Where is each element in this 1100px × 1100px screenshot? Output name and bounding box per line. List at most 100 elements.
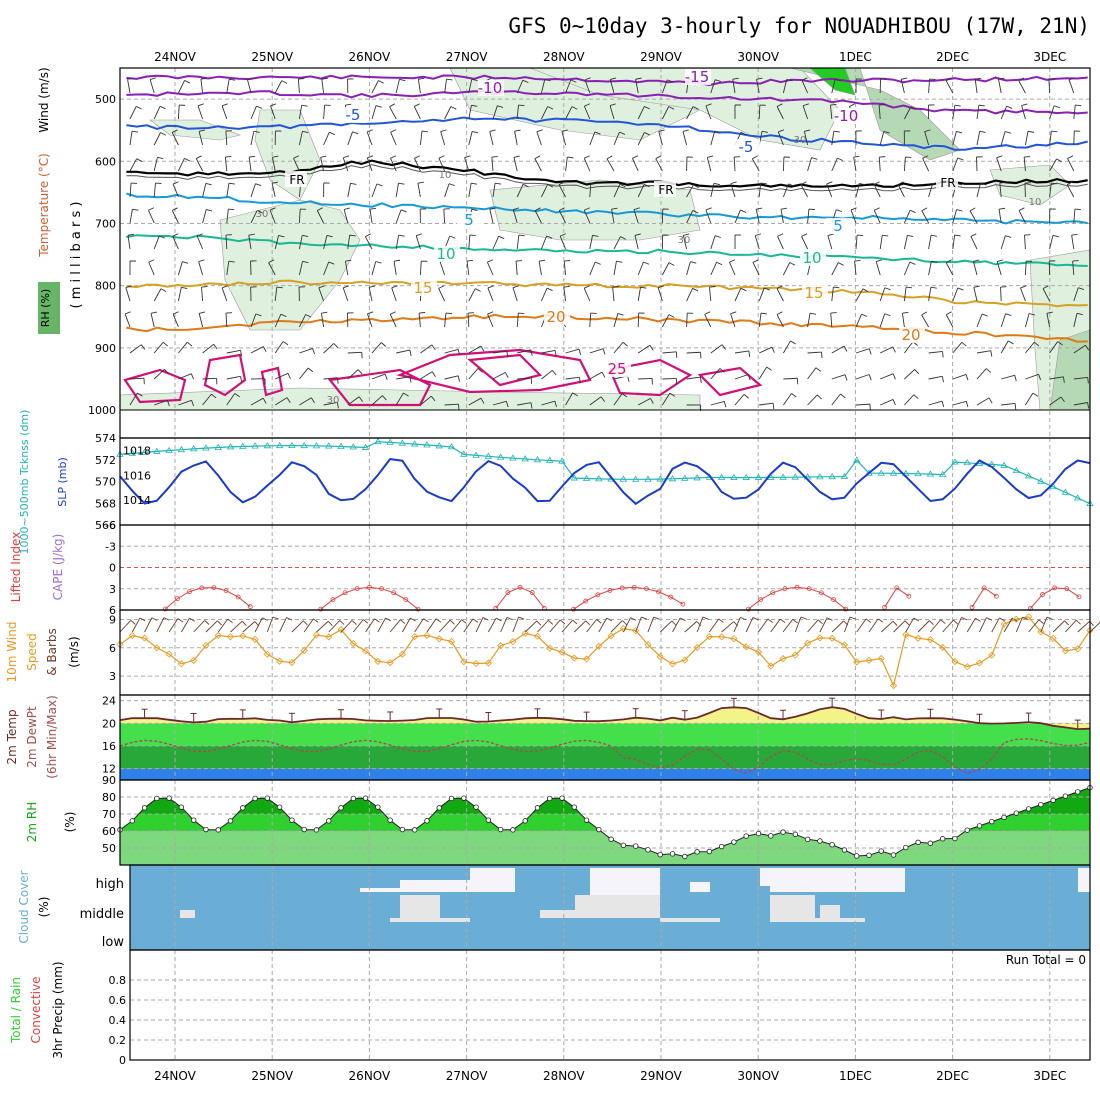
wind10m-barb <box>807 619 819 633</box>
upper-wind-barb <box>759 346 773 354</box>
precip-ytick-label: 0.4 <box>109 1014 127 1027</box>
upper-wind-barb-flag <box>811 157 818 160</box>
upper-wind-barb <box>177 158 185 172</box>
upper-wind-barb <box>589 261 596 276</box>
upper-wind-barb <box>758 287 765 302</box>
upper-wind-barb <box>807 394 818 406</box>
upper-wind-barb <box>468 105 472 120</box>
li-ytick-label: -6 <box>105 519 116 532</box>
bottom-date-label: 30NOV <box>737 1069 779 1083</box>
wind10m-barb-flag <box>572 619 578 625</box>
rh2m-point <box>362 795 369 801</box>
upper-wind-barb <box>710 131 716 146</box>
temp-contour-25 <box>396 348 592 394</box>
upper-wind-barb-flag <box>357 369 363 375</box>
upper-wind-barb <box>250 105 257 120</box>
upper-wind-barb-flag <box>634 233 641 236</box>
upper-wind-barb <box>807 209 810 224</box>
rh2m-point <box>682 853 688 860</box>
upper-wind-barb-flag <box>518 104 525 107</box>
upper-wind-barb <box>782 79 788 94</box>
wind-speed-point <box>889 681 898 690</box>
upper-wind-barb-flag <box>579 377 581 384</box>
wind-speed-point <box>865 656 873 664</box>
upper-wind-barb <box>514 131 518 146</box>
upper-wind-barb <box>606 158 615 172</box>
lifted-index-point <box>882 604 887 610</box>
upper-wind-barb <box>1049 376 1064 380</box>
upper-wind-barb-flag <box>182 261 189 264</box>
cloud-high-patch <box>360 888 400 892</box>
wind-speed-point <box>730 635 738 643</box>
upper-wind-barb-flag <box>946 311 952 316</box>
wind10m-barb-flag <box>817 619 823 625</box>
wind-speed-point <box>276 657 284 665</box>
upper-wind-barb-flag <box>326 234 333 238</box>
lifted-index-point <box>1076 594 1082 600</box>
wind10m-barb <box>524 620 538 633</box>
wind-speed-point <box>583 655 591 663</box>
upper-wind-barb-flag <box>909 209 916 214</box>
axis-title: Cloud Cover <box>17 870 31 943</box>
axis-title: 10m Wind <box>5 622 19 683</box>
upper-wind-barb <box>976 105 980 120</box>
upper-wind-barb <box>928 400 943 406</box>
upper-wind-barb <box>1000 340 1009 354</box>
thickness-point <box>840 472 849 479</box>
upper-wind-barb <box>928 287 932 302</box>
upper-wind-barb <box>952 131 957 146</box>
upper-wind-barb-flag <box>730 311 737 315</box>
upper-wind-barb-flag <box>211 393 217 399</box>
upper-wind-barb <box>153 235 160 250</box>
upper-wind-barb-flag <box>522 183 529 188</box>
contour-label: FR <box>289 173 304 187</box>
upper-wind-barb <box>637 132 645 146</box>
wind-speed-point <box>632 627 640 635</box>
thickness-point <box>275 441 284 449</box>
upper-wind-barb-flag <box>375 105 382 108</box>
upper-wind-barb <box>583 105 591 120</box>
upper-wind-barb-flag <box>320 155 327 158</box>
contour-label-bg <box>285 171 307 187</box>
temp2m-ytick-label: 16 <box>102 740 116 753</box>
thickness-point <box>779 473 787 480</box>
rh-shade-region <box>529 67 841 151</box>
wind-speed-point <box>423 631 431 639</box>
thickness-point <box>963 458 971 466</box>
li-ytick-label: 6 <box>109 604 116 617</box>
upper-wind-barb <box>613 184 621 198</box>
upper-wind-barb <box>831 345 845 354</box>
rh2m-point <box>338 805 344 811</box>
upper-wind-barb <box>275 372 289 380</box>
upper-wind-barb <box>369 209 373 224</box>
upper-wind-barb <box>783 393 792 406</box>
upper-wind-barb <box>226 79 230 94</box>
wind10m-barb-flag <box>779 618 786 623</box>
wind10m-barb-flag <box>849 616 856 620</box>
thickness-point <box>717 473 726 480</box>
upper-wind-barb-flag <box>859 182 866 186</box>
contour-label-bg <box>800 250 826 266</box>
upper-wind-barb-flag <box>766 366 772 371</box>
thickness-point <box>681 474 689 481</box>
thickness-point <box>337 442 345 449</box>
temp-contour-25 <box>123 368 187 404</box>
wind-speed-point <box>226 633 235 641</box>
thickness-point <box>349 443 357 450</box>
lifted-index-point <box>1052 585 1058 591</box>
upper-wind-barb-flag <box>350 182 357 185</box>
upper-wind-barb-flag <box>378 80 384 84</box>
wind-speed-point <box>128 632 136 640</box>
upper-wind-barb <box>323 235 328 250</box>
axis-title: Total / Rain <box>9 977 23 1044</box>
upper-wind-barb <box>583 157 591 172</box>
contour-label: -10 <box>478 79 503 97</box>
upper-wind-barb-flag <box>554 401 557 408</box>
wind10m-barb-flag <box>621 620 627 626</box>
rh-shade-region <box>219 199 361 331</box>
rh-contour-label: 10 <box>1029 197 1042 208</box>
upper-wind-barb <box>323 401 338 406</box>
upper-wind-barb-flag <box>1066 181 1073 186</box>
lifted-index-point <box>806 586 812 592</box>
temp-contour-20 <box>126 313 1088 343</box>
